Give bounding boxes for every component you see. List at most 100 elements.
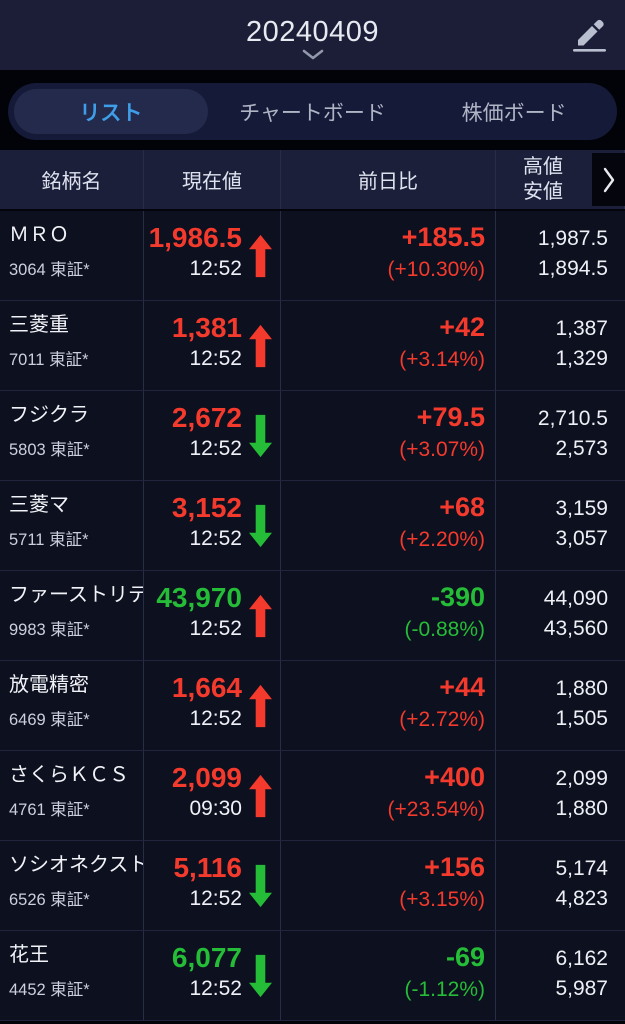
high-low-cell: 6,162 5,987: [496, 931, 625, 1020]
high-low-cell: 44,090 43,560: [496, 571, 625, 660]
price-cell: 6,077 12:52: [144, 931, 281, 1020]
date-label: 20240409: [245, 15, 380, 48]
view-tabs-section: リスト チャートボード 株価ボード: [0, 70, 625, 150]
quote-time: 12:52: [189, 977, 242, 1000]
change-percent: (+3.07%): [399, 438, 485, 461]
price-cell: 1,664 12:52: [144, 661, 281, 750]
quote-time: 12:52: [189, 887, 242, 910]
change-value: -69: [445, 942, 485, 972]
column-header-low: 安値: [523, 180, 563, 203]
high-low-cell: 1,880 1,505: [496, 661, 625, 750]
price-cell: 2,672 12:52: [144, 391, 281, 480]
column-header-high: 高値: [523, 155, 563, 178]
current-price: 1,664: [171, 672, 242, 703]
tab-3[interactable]: 株価ボード: [417, 89, 611, 134]
top-bar: 20240409: [0, 0, 625, 70]
table-row[interactable]: ソシオネクスト 6526 東証* 5,116 12:52 +156 (+3.15…: [0, 841, 625, 931]
column-header-name: 銘柄名: [0, 150, 144, 209]
current-price: 43,970: [156, 582, 242, 613]
name-cell: 花王 4452 東証*: [0, 931, 144, 1020]
change-value: +400: [424, 762, 485, 792]
low-price: 1,505: [555, 707, 608, 730]
name-cell: ＭＲＯ 3064 東証*: [0, 211, 144, 300]
low-price: 43,560: [543, 617, 608, 640]
low-price: 1,894.5: [537, 257, 608, 280]
change-percent: (+3.14%): [399, 348, 485, 371]
price-cell: 2,099 09:30: [144, 751, 281, 840]
tab-1[interactable]: リスト: [14, 89, 208, 134]
change-percent: (+2.20%): [399, 528, 485, 551]
tab-2[interactable]: チャートボード: [216, 89, 410, 134]
low-price: 5,987: [555, 977, 608, 1000]
quote-time: 12:52: [189, 707, 242, 730]
stock-code-exchange: 7011 東証*: [9, 351, 89, 369]
stock-code-exchange: 5711 東証*: [9, 531, 89, 549]
stock-name: ＭＲＯ: [9, 224, 69, 246]
tab-label: 株価ボード: [461, 101, 567, 125]
change-value: +68: [439, 492, 485, 522]
high-low-cell: 2,710.5 2,573: [496, 391, 625, 480]
low-price: 1,329: [555, 347, 608, 370]
table-row[interactable]: ＭＲＯ 3064 東証* 1,986.5 12:52 +185.5 (+10.3…: [0, 211, 625, 301]
change-cell: -69 (-1.12%): [281, 931, 496, 1020]
edit-list-button[interactable]: [568, 13, 610, 57]
name-cell: ファーストリテ 9983 東証*: [0, 571, 144, 660]
current-price: 1,986.5: [148, 222, 242, 253]
high-price: 2,099: [555, 767, 608, 790]
change-value: +156: [424, 852, 485, 882]
stock-table-body: ＭＲＯ 3064 東証* 1,986.5 12:52 +185.5 (+10.3…: [0, 211, 625, 1021]
current-price: 1,381: [171, 312, 242, 343]
stock-name: フジクラ: [9, 404, 89, 426]
name-cell: 放電精密 6469 東証*: [0, 661, 144, 750]
tab-label: チャートボード: [239, 101, 386, 125]
name-cell: 三菱マ 5711 東証*: [0, 481, 144, 570]
current-price: 6,077: [171, 942, 242, 973]
tick-arrow: [249, 324, 272, 367]
price-cell: 3,152 12:52: [144, 481, 281, 570]
quote-time: 12:52: [189, 257, 242, 280]
current-price: 2,099: [171, 762, 242, 793]
change-value: +42: [439, 312, 485, 342]
high-low-cell: 3,159 3,057: [496, 481, 625, 570]
date-selector[interactable]: 20240409: [246, 17, 379, 60]
chevron-right-icon: [603, 167, 614, 192]
change-percent: (+2.72%): [399, 708, 485, 731]
high-price: 6,162: [555, 947, 608, 970]
low-price: 3,057: [555, 527, 608, 550]
change-value: +185.5: [401, 222, 485, 252]
scroll-right-button[interactable]: [592, 153, 625, 206]
stock-name: 三菱マ: [9, 494, 69, 516]
table-row[interactable]: 三菱重 7011 東証* 1,381 12:52 +42 (+3.14%) 1,…: [0, 301, 625, 391]
tick-arrow: [249, 684, 272, 727]
stock-name: ソシオネクスト: [9, 854, 144, 876]
stock-name: さくらＫＣＳ: [9, 764, 129, 786]
high-low-cell: 1,387 1,329: [496, 301, 625, 390]
quote-time: 12:52: [189, 617, 242, 640]
stock-name: 三菱重: [9, 314, 69, 336]
change-cell: +44 (+2.72%): [281, 661, 496, 750]
low-price: 2,573: [555, 437, 608, 460]
high-price: 44,090: [543, 587, 608, 610]
change-cell: +42 (+3.14%): [281, 301, 496, 390]
table-row[interactable]: フジクラ 5803 東証* 2,672 12:52 +79.5 (+3.07%)…: [0, 391, 625, 481]
column-header-high-low: 高値 安値: [496, 150, 625, 209]
table-row[interactable]: 放電精密 6469 東証* 1,664 12:52 +44 (+2.72%) 1…: [0, 661, 625, 751]
table-row[interactable]: 花王 4452 東証* 6,077 12:52 -69 (-1.12%) 6,1…: [0, 931, 625, 1021]
table-row[interactable]: さくらＫＣＳ 4761 東証* 2,099 09:30 +400 (+23.54…: [0, 751, 625, 841]
tick-arrow: [249, 414, 272, 457]
tick-arrow: [249, 954, 272, 997]
tick-arrow: [249, 594, 272, 637]
change-cell: -390 (-0.88%): [281, 571, 496, 660]
table-row[interactable]: ファーストリテ 9983 東証* 43,970 12:52 -390 (-0.8…: [0, 571, 625, 661]
current-price: 3,152: [171, 492, 242, 523]
table-row[interactable]: 三菱マ 5711 東証* 3,152 12:52 +68 (+2.20%) 3,…: [0, 481, 625, 571]
change-value: -390: [430, 582, 485, 612]
high-price: 1,880: [555, 677, 608, 700]
change-cell: +68 (+2.20%): [281, 481, 496, 570]
high-low-cell: 1,987.5 1,894.5: [496, 211, 625, 300]
change-cell: +185.5 (+10.30%): [281, 211, 496, 300]
name-cell: フジクラ 5803 東証*: [0, 391, 144, 480]
current-price: 2,672: [171, 402, 242, 433]
table-header: 銘柄名 現在値 前日比 高値 安値: [0, 150, 625, 211]
low-price: 4,823: [555, 887, 608, 910]
